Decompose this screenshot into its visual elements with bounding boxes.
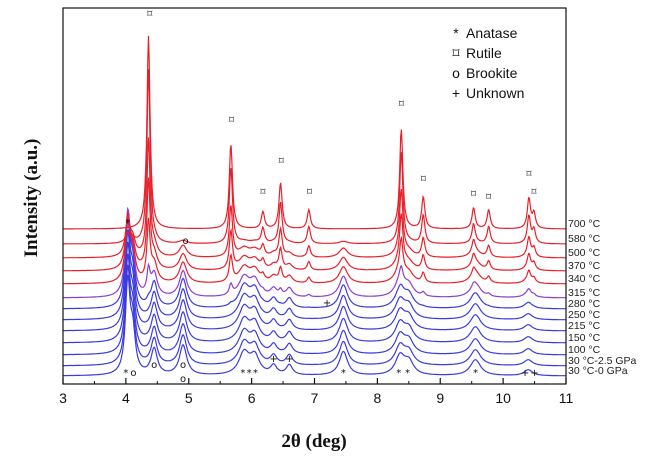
legend-label: Unknown [466,85,524,101]
phase-marker: * [341,368,346,379]
series-label: 215 °C [568,320,601,332]
phase-marker: o [151,360,157,371]
phase-marker: * [123,368,128,379]
peak-markers: ⌑⌑⌑⌑⌑⌑⌑⌑ ⌑⌑⌑*o+* oo oo* * *+ +* * * * + + [123,9,538,385]
series-label: 315 °C [568,287,601,299]
x-tick-label: 7 [311,390,319,406]
x-tick-label: 10 [495,390,511,406]
phase-marker: * [405,368,410,379]
series-line [63,137,566,259]
series-curves [63,35,566,377]
series-line [63,206,566,299]
phase-marker: * [247,368,252,379]
phase-marker: + [285,354,293,365]
series-line [63,253,566,356]
x-tick-label: 9 [436,390,444,406]
x-tick-label: 8 [373,390,381,406]
phase-marker: * [396,368,401,379]
unknown-marker: + [323,298,331,309]
rutile-marker: ⌑ [279,156,285,167]
series-label: 340 °C [568,273,601,285]
phase-marker: + [269,354,277,365]
series-line [63,241,566,344]
series-line [63,264,566,367]
rutile-marker: ⌑ [307,187,313,198]
brookite-marker: o [183,236,189,247]
anatase-marker: * [125,218,130,229]
series-label: 700 °C [568,218,601,230]
x-tick-label: 11 [559,390,574,406]
rutile-marker: ⌑ [421,174,427,185]
phase-marker: * [240,368,245,379]
series-label: 250 °C [568,309,601,321]
series-label: 150 °C [568,332,601,344]
phase-marker: * [253,368,258,379]
series-line [63,177,566,272]
phase-marker: + [530,368,538,379]
series-line [63,210,566,285]
legend-label: Anatase [466,25,518,41]
rutile-marker: ⌑ [229,115,235,126]
legend-glyph: o [452,65,460,81]
x-tick-label: 5 [185,390,193,406]
y-axis-title: Intensity (a.u.) [21,139,42,258]
rutile-marker: ⌑ [147,9,153,20]
series-label: 100 °C [568,344,601,356]
series-label: 280 °C [568,298,601,310]
legend-label: Brookite [466,65,518,81]
series-line [63,229,566,332]
rutile-marker: ⌑ [526,169,532,180]
series-label: 30 °C-2.5 GPa [568,355,637,367]
rutile-marker: ⌑ [399,99,405,110]
phase-marker: o [130,368,136,379]
series-line [63,35,566,230]
phase-marker: + [521,368,529,379]
legend-glyph: + [452,85,460,101]
phase-marker: o [180,374,186,385]
phase-marker: * [473,368,478,379]
series-label: 370 °C [568,260,601,272]
series-line [63,209,566,310]
phase-marker: o [180,360,186,371]
x-tick-label: 3 [59,390,67,406]
rutile-marker: ⌑ [531,187,537,198]
series-line [63,218,566,321]
axes: 3 4 5 6 7 8 9 10 11 [59,7,574,406]
x-tick-label: 6 [248,390,256,406]
rutile-marker: ⌑ [260,187,266,198]
rutile-marker: ⌑ [471,189,477,200]
legend-label: Rutile [466,45,502,61]
series-line [63,274,566,377]
rutile-marker: ⌑ [486,192,492,203]
x-axis-title: 2θ (deg) [281,431,346,452]
series-label: 30 °C-0 GPa [568,365,628,377]
x-tick-label: 4 [122,390,130,406]
legend-glyph: ⌑ [452,45,460,61]
series-label: 580 °C [568,233,601,245]
legend-glyph: * [453,25,459,41]
series-label: 500 °C [568,247,601,259]
